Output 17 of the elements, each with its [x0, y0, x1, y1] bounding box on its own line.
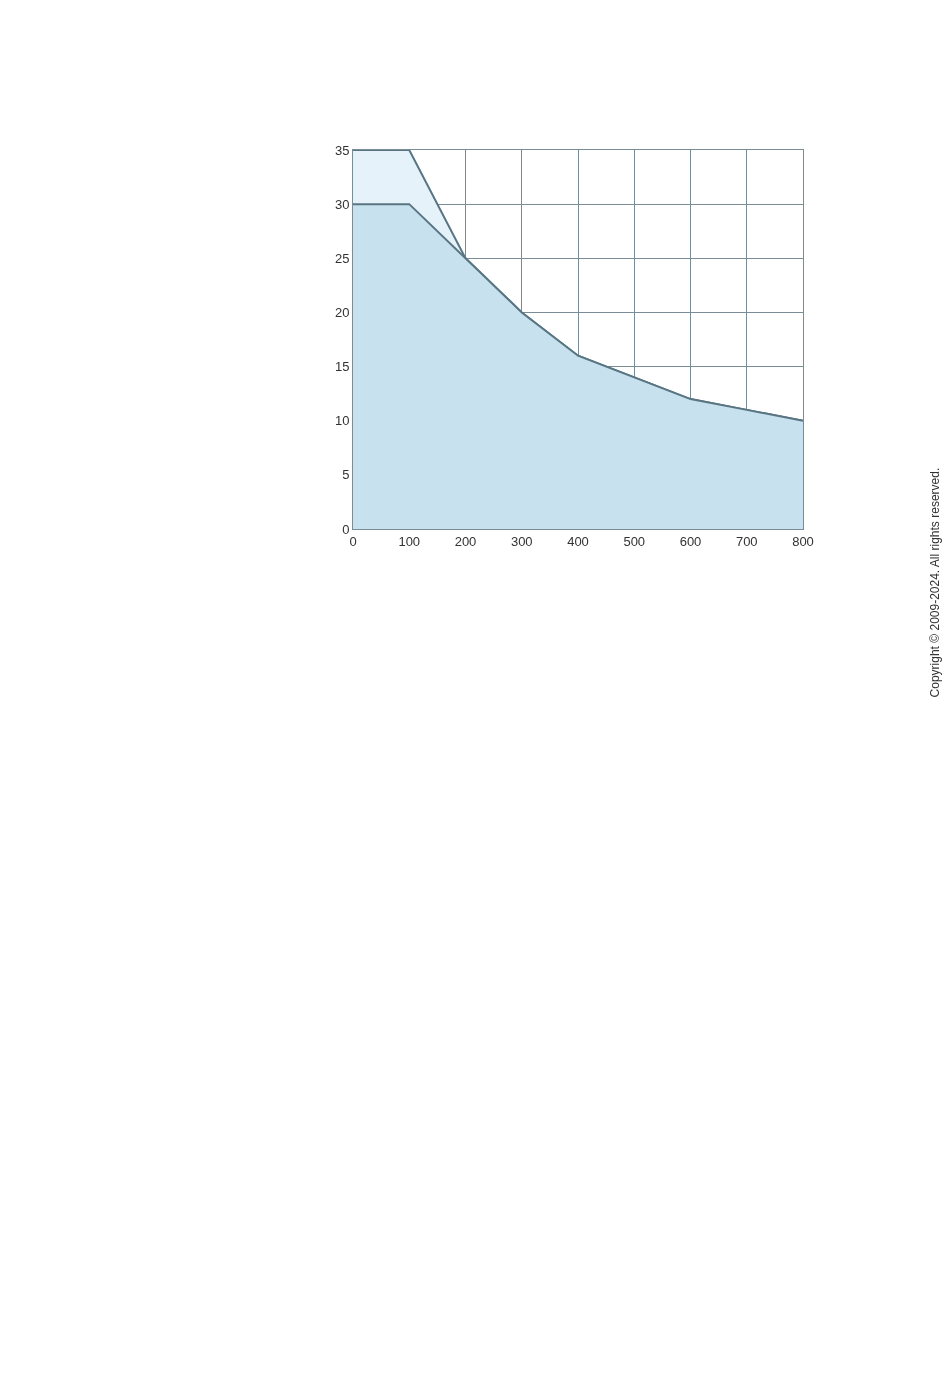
- y-tick-label: 30: [334, 196, 350, 212]
- y-tick-label: 10: [334, 413, 350, 429]
- y-tick-label: 20: [334, 304, 350, 320]
- x-tick-label: 300: [510, 533, 533, 549]
- x-tick-label: 100: [398, 533, 421, 549]
- y-tick-label: 0: [342, 521, 350, 537]
- y-tick-label: 15: [334, 359, 350, 375]
- x-tick-label: 500: [623, 533, 646, 549]
- x-tick-label: 600: [679, 533, 702, 549]
- x-tick-label: 400: [567, 533, 589, 549]
- y-tick-label: 35: [334, 142, 350, 158]
- y-tick-label: 5: [342, 467, 350, 483]
- x-tick-label: 700: [735, 533, 758, 549]
- x-tick-label: 200: [454, 533, 477, 549]
- y-tick-label: 25: [334, 250, 350, 266]
- x-tick-label: 800: [792, 533, 814, 549]
- text: Copyright © 2009-2024. All rights reserved.: [928, 467, 943, 698]
